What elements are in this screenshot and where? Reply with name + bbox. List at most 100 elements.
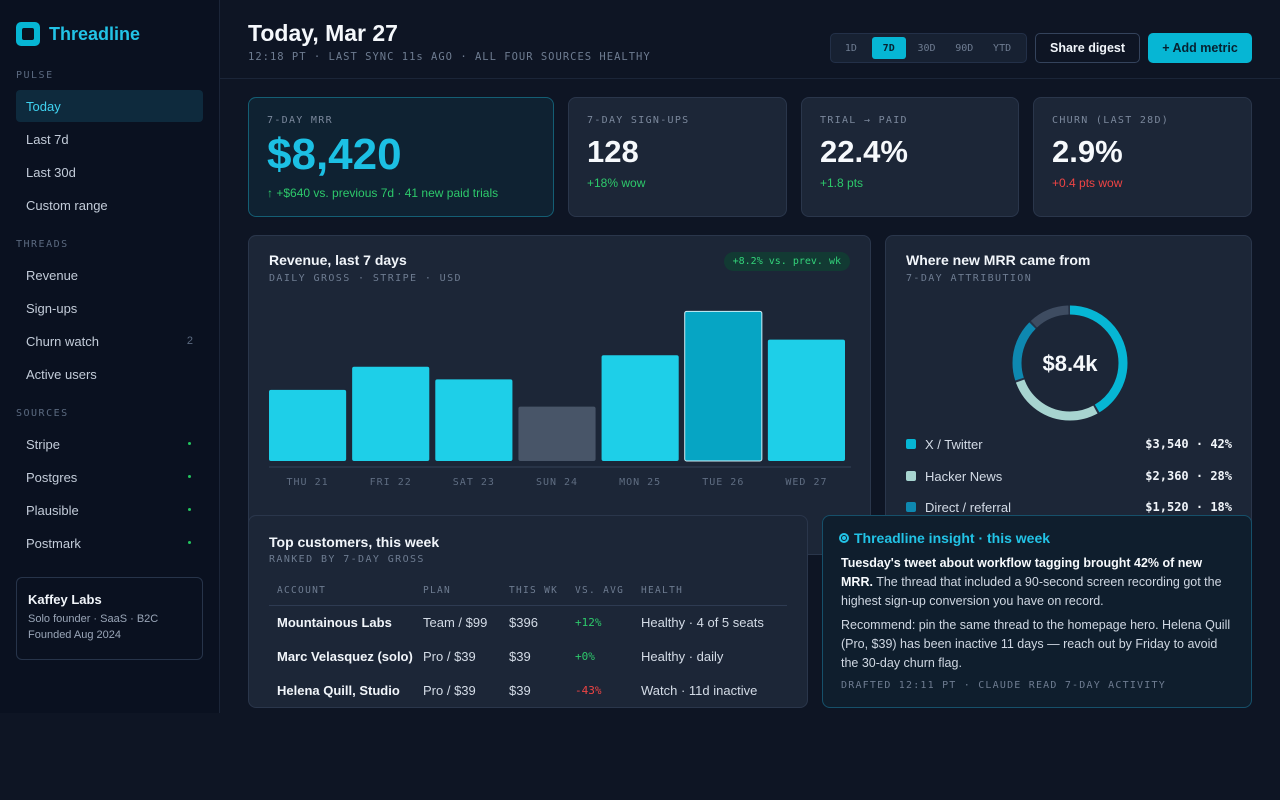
add-metric-button[interactable]: + Add metric	[1148, 33, 1252, 63]
kpi-label: 7-DAY SIGN-UPS	[587, 115, 690, 126]
revenue-bar-chart: THU 21 FRI 22 SAT 23 SUN 24 MON 25 TUE 26 WED …	[269, 310, 851, 488]
card-title: Top customers, this week	[269, 534, 440, 550]
sidebar: Threadline PULSE Today Last 7d Last 30d …	[0, 0, 220, 713]
nav-item-today[interactable]: Today	[16, 90, 203, 122]
col-account[interactable]: ACCOUNT	[277, 585, 327, 596]
kpi-trial-to-paid[interactable]: TRIAL → PAID 22.4% +1.8 pts	[801, 97, 1019, 217]
this-wk: $39	[509, 682, 531, 698]
x-tick-label: THU 21	[287, 477, 329, 488]
nav-item-custom-range[interactable]: Custom range	[16, 189, 203, 221]
range-1d-button[interactable]: 1D	[844, 42, 857, 54]
section-threads: THREADS	[16, 239, 69, 250]
nav-label: Last 30d	[26, 164, 76, 180]
attribution-donut-chart: $8.4k	[1012, 305, 1128, 421]
legend-row-hacker-news[interactable]: Hacker News $2,360 · 28%	[906, 466, 1232, 486]
nav-label: Last 7d	[26, 131, 69, 147]
nav-label: Active users	[26, 366, 97, 382]
org-card[interactable]: Kaffey Labs Solo founder · SaaS · B2C Fo…	[16, 577, 203, 660]
this-wk: $396	[509, 614, 538, 630]
table-row[interactable]: Helena Quill, Studio Pro / $39 $39 -43% …	[269, 673, 787, 707]
nav-item-last-7d[interactable]: Last 7d	[16, 123, 203, 155]
kpi-mrr[interactable]: 7-DAY MRR $8,420 ↑ +$640 vs. previous 7d…	[248, 97, 554, 217]
slice-direct-referral[interactable]	[1012, 305, 1128, 421]
org-name: Kaffey Labs	[28, 592, 102, 607]
col-plan[interactable]: PLAN	[423, 585, 452, 596]
status-dot-icon	[188, 508, 191, 511]
card-title: Revenue, last 7 days	[269, 252, 407, 268]
share-digest-button[interactable]: Share digest	[1035, 33, 1140, 63]
nav-item-plausible[interactable]: Plausible	[16, 494, 203, 526]
bar-sun-24[interactable]	[518, 406, 596, 461]
bar-tue-26[interactable]	[684, 310, 763, 462]
app-name: Threadline	[49, 23, 141, 44]
sync-status: 12:18 PT · LAST SYNC 11s AGO · ALL FOUR …	[248, 51, 651, 63]
brand[interactable]: Threadline	[16, 22, 140, 46]
vs-avg: +12%	[575, 615, 602, 629]
legend-label: Direct / referral	[925, 499, 1011, 515]
nav-item-stripe[interactable]: Stripe	[16, 428, 203, 460]
donut-center-label: $8.4k	[1042, 351, 1098, 376]
nav-item-churn-watch[interactable]: Churn watch 2	[16, 325, 203, 357]
table-header: ACCOUNT PLAN THIS WK VS. AVG HEALTH	[269, 584, 787, 606]
slice-x-twitter[interactable]	[1012, 305, 1128, 421]
insight-summary: Tuesday's tweet about workflow tagging b…	[841, 554, 1237, 611]
legend-row-x-twitter[interactable]: X / Twitter $3,540 · 42%	[906, 434, 1232, 454]
vs-avg: -43%	[575, 683, 602, 697]
x-tick-label: MON 25	[619, 477, 661, 488]
bar-fri-22[interactable]	[352, 366, 430, 461]
insight-title: Threadline insight · this week	[839, 530, 1050, 546]
range-90d-button[interactable]: 90D	[955, 42, 974, 54]
col-vs-avg[interactable]: VS. AVG	[575, 585, 625, 596]
nav-label: Revenue	[26, 267, 79, 283]
swatch-icon	[906, 439, 916, 449]
bar-sat-23[interactable]	[435, 379, 513, 461]
section-pulse: PULSE	[16, 70, 54, 81]
insight-card: Threadline insight · this week Tuesday's…	[822, 515, 1252, 708]
insight-body: The thread that included a 90-second scr…	[841, 575, 1222, 608]
nav-label: Churn watch	[26, 333, 99, 349]
legend-row-direct-referral[interactable]: Direct / referral $1,520 · 18%	[906, 497, 1232, 517]
bar-thu-21[interactable]	[269, 389, 347, 461]
nav-item-last-30d[interactable]: Last 30d	[16, 156, 203, 188]
bar-wed-27[interactable]	[767, 339, 845, 461]
range-7d-button[interactable]: 7D	[871, 37, 906, 59]
nav-item-active-users[interactable]: Active users	[16, 358, 203, 390]
card-subtitle: DAILY GROSS · STRIPE · USD	[269, 273, 462, 284]
kpi-sign-ups[interactable]: 7-DAY SIGN-UPS 128 +18% wow	[568, 97, 787, 217]
kpi-churn[interactable]: CHURN (LAST 28D) 2.9% +0.4 pts wow	[1033, 97, 1252, 217]
x-tick-label: FRI 22	[370, 477, 412, 488]
range-30d-button[interactable]: 30D	[917, 42, 936, 54]
range-ytd-button[interactable]: YTD	[993, 42, 1012, 54]
org-founded: Founded Aug 2024	[28, 629, 121, 641]
plan: Pro / $39	[423, 648, 476, 664]
legend-label: Hacker News	[925, 468, 1003, 484]
account-name: Helena Quill, Studio	[277, 682, 400, 698]
health: Healthy · daily	[641, 648, 724, 664]
section-sources: SOURCES	[16, 408, 69, 419]
col-this-wk[interactable]: THIS WK	[509, 585, 559, 596]
col-health[interactable]: HEALTH	[641, 585, 684, 596]
table-row[interactable]: Marc Velasquez (solo) Pro / $39 $39 +0% …	[269, 639, 787, 673]
nav-item-postgres[interactable]: Postgres	[16, 461, 203, 493]
nav-label: Postmark	[26, 535, 81, 551]
kpi-value: 22.4%	[820, 134, 908, 169]
nav-label: Custom range	[26, 197, 108, 213]
insight-icon	[839, 533, 849, 543]
kpi-label: TRIAL → PAID	[820, 115, 908, 126]
plan: Pro / $39	[423, 682, 476, 698]
kpi-label: 7-DAY MRR	[267, 115, 333, 126]
nav-label: Stripe	[26, 436, 60, 452]
x-tick-label: TUE 26	[702, 477, 744, 488]
nav-item-revenue[interactable]: Revenue	[16, 259, 203, 291]
kpi-delta: +0.4 pts wow	[1052, 176, 1123, 190]
nav-item-postmark[interactable]: Postmark	[16, 527, 203, 559]
slice-hacker-news[interactable]	[1012, 305, 1128, 421]
card-title: Where new MRR came from	[906, 252, 1091, 268]
nav-item-sign-ups[interactable]: Sign-ups	[16, 292, 203, 324]
nav-label: Plausible	[26, 502, 79, 518]
table-row[interactable]: Mountainous Labs Team / $99 $396 +12% He…	[269, 605, 787, 639]
status-dot-icon	[188, 442, 191, 445]
bar-mon-25[interactable]	[601, 355, 679, 461]
kpi-value: 128	[587, 134, 639, 169]
page-title: Today, Mar 27	[248, 20, 398, 46]
